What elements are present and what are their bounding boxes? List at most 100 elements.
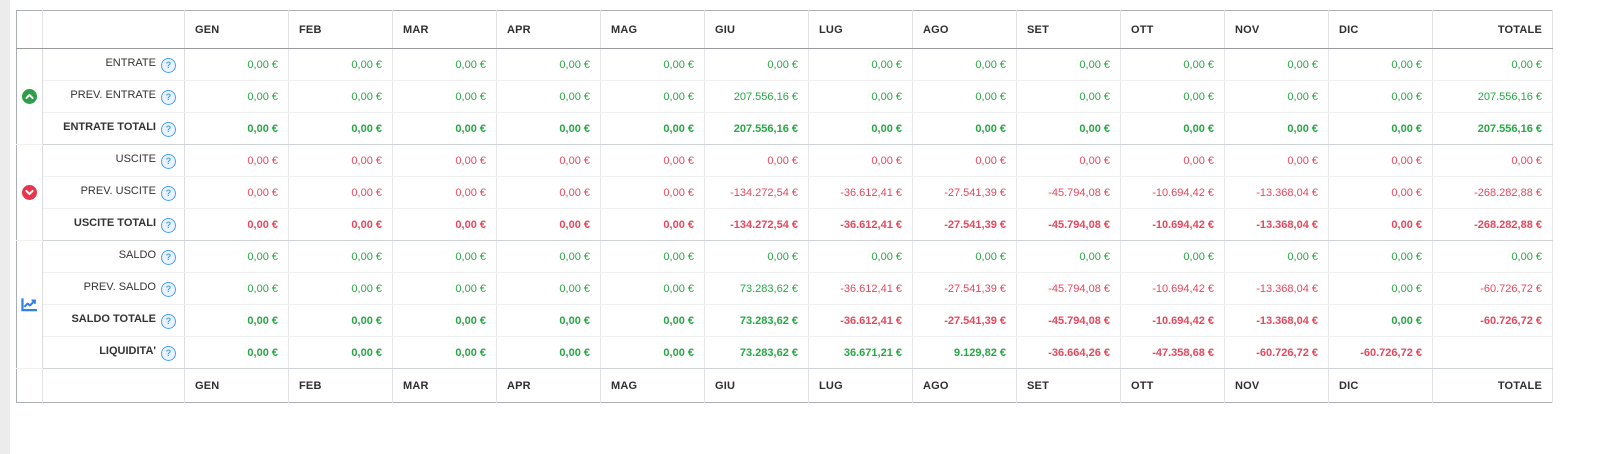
column-header-month: MAR (392, 368, 497, 403)
value-cell: 0,00 € (184, 304, 289, 337)
value-cell: 0,00 € (1224, 144, 1329, 177)
column-header-month: DIC (1328, 10, 1433, 49)
help-icon[interactable]: ? (161, 121, 176, 137)
value-cell: 0,00 € (1432, 144, 1553, 177)
value-cell: 73.283,62 € (704, 272, 809, 305)
column-header-month: SET (1016, 368, 1121, 403)
value-cell: 0,00 € (288, 240, 393, 273)
table-footer: GEN FEB MAR APR MAG GIU LUG AGO SET OTT NOV DIC TOTA… (16, 368, 1553, 403)
group-icon-cell (16, 144, 43, 241)
row-label: USCITE (115, 152, 156, 165)
value-cell: 0,00 € (392, 304, 497, 337)
value-cell: 0,00 € (184, 336, 289, 369)
chart-line-icon[interactable] (18, 297, 41, 312)
value-cell: -36.612,41 € (808, 272, 913, 305)
column-header-month: MAG (600, 368, 705, 403)
row-label-cell: ENTRATE TOTALI? (42, 112, 185, 145)
circle-chevron-down-icon[interactable] (18, 185, 41, 200)
value-cell: 0,00 € (912, 240, 1017, 273)
value-cell: -60.726,72 € (1432, 272, 1553, 305)
value-cell: 0,00 € (808, 112, 913, 145)
value-cell: 0,00 € (1328, 80, 1433, 113)
column-header-month: APR (496, 10, 601, 49)
value-cell: -27.541,39 € (912, 208, 1017, 241)
value-cell: 0,00 € (912, 48, 1017, 81)
column-header-month: MAR (392, 10, 497, 49)
help-icon[interactable]: ? (161, 153, 176, 169)
row-label-cell: PREV. ENTRATE? (42, 80, 185, 113)
help-icon[interactable]: ? (161, 89, 176, 105)
value-cell: -13.368,04 € (1224, 208, 1329, 241)
finance-table-container: GEN FEB MAR APR MAG GIU LUG AGO SET OTT NOV DIC TOTA… (16, 10, 1553, 403)
value-cell: 0,00 € (912, 80, 1017, 113)
corner-label-cell (42, 368, 185, 403)
value-cell: 0,00 € (392, 144, 497, 177)
value-cell: 0,00 € (496, 208, 601, 241)
help-icon[interactable]: ? (161, 249, 176, 265)
row-label-cell: ENTRATE? (42, 48, 185, 81)
value-cell: 0,00 € (600, 80, 705, 113)
value-cell: 0,00 € (392, 80, 497, 113)
column-header-total: TOTALE (1432, 368, 1553, 403)
left-gutter (0, 0, 10, 454)
month-footer-row: GEN FEB MAR APR MAG GIU LUG AGO SET OTT NOV DIC TOTA… (16, 368, 1553, 403)
value-cell: -10.694,42 € (1120, 272, 1225, 305)
value-cell: 207.556,16 € (1432, 80, 1553, 113)
value-cell: 0,00 € (392, 112, 497, 145)
value-cell: 0,00 € (184, 176, 289, 209)
row-label-cell: SALDO TOTALE? (42, 304, 185, 337)
value-cell: 0,00 € (600, 48, 705, 81)
value-cell: 0,00 € (184, 112, 289, 145)
value-cell: 0,00 € (1016, 144, 1121, 177)
value-cell: 0,00 € (184, 208, 289, 241)
value-cell: 0,00 € (1432, 48, 1553, 81)
value-cell: 0,00 € (1224, 240, 1329, 273)
table-row: SALDO? 0,00 €0,00 €0,00 €0,00 €0,00 €0,00… (16, 240, 1553, 369)
finance-table: GEN FEB MAR APR MAG GIU LUG AGO SET OTT NOV DIC TOTA… (16, 10, 1553, 403)
help-icon[interactable]: ? (161, 57, 176, 73)
help-icon[interactable]: ? (161, 281, 176, 297)
row-label: PREV. USCITE (80, 184, 156, 197)
column-header-month: OTT (1120, 10, 1225, 49)
help-icon[interactable]: ? (161, 217, 176, 233)
value-cell: 0,00 € (184, 48, 289, 81)
value-cell: 0,00 € (288, 80, 393, 113)
help-icon[interactable]: ? (161, 345, 176, 361)
value-cell: 0,00 € (808, 240, 913, 273)
table-row: PREV. USCITE? 0,00 €0,00 €0,00 €0,00 €0,0… (17, 176, 1553, 209)
value-cell: -60.726,72 € (1328, 336, 1433, 369)
table-row: LIQUIDITA'? 0,00 €0,00 €0,00 €0,00 €0,00 … (17, 336, 1553, 369)
value-cell: 0,00 € (184, 144, 289, 177)
value-cell: 0,00 € (1328, 240, 1433, 273)
value-cell: 0,00 € (600, 144, 705, 177)
table-body: ENTRATE? 0,00 €0,00 €0,00 €0,00 €0,00 €0,… (16, 48, 1553, 369)
value-cell: 0,00 € (1224, 80, 1329, 113)
row-label: PREV. SALDO (83, 280, 156, 293)
value-cell: -45.794,08 € (1016, 176, 1121, 209)
value-cell: -45.794,08 € (1016, 208, 1121, 241)
column-header-month: FEB (288, 368, 393, 403)
row-label-cell: USCITE TOTALI? (42, 208, 185, 241)
value-cell: -268.282,88 € (1432, 176, 1553, 209)
column-header-month: LUG (808, 10, 913, 49)
value-cell: 0,00 € (392, 48, 497, 81)
circle-chevron-up-icon[interactable] (18, 89, 41, 104)
value-cell: 0,00 € (808, 80, 913, 113)
value-cell: -134.272,54 € (704, 208, 809, 241)
help-icon[interactable]: ? (161, 185, 176, 201)
row-label-cell: USCITE? (42, 144, 185, 177)
value-cell: 0,00 € (496, 240, 601, 273)
row-label: PREV. ENTRATE (70, 88, 156, 101)
help-icon[interactable]: ? (161, 313, 176, 329)
value-cell: 9.129,82 € (912, 336, 1017, 369)
corner-icon-cell (16, 10, 43, 49)
value-cell: -47.358,68 € (1120, 336, 1225, 369)
row-label-cell: PREV. SALDO? (42, 272, 185, 305)
value-cell (1432, 336, 1553, 369)
value-cell: -27.541,39 € (912, 304, 1017, 337)
value-cell: -10.694,42 € (1120, 176, 1225, 209)
value-cell: 0,00 € (704, 144, 809, 177)
group-icon-cell (16, 240, 43, 369)
value-cell: -13.368,04 € (1224, 272, 1329, 305)
column-header-month: DIC (1328, 368, 1433, 403)
